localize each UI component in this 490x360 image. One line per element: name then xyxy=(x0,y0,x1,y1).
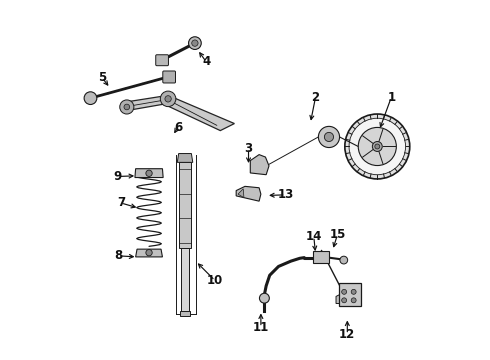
Polygon shape xyxy=(238,189,244,198)
Circle shape xyxy=(342,298,346,303)
Text: 6: 6 xyxy=(174,121,182,134)
Text: 15: 15 xyxy=(329,228,345,241)
Circle shape xyxy=(358,127,396,166)
Circle shape xyxy=(146,249,152,256)
Circle shape xyxy=(345,114,410,179)
Circle shape xyxy=(342,289,346,294)
Polygon shape xyxy=(180,311,190,316)
Circle shape xyxy=(340,256,348,264)
Polygon shape xyxy=(123,95,234,131)
FancyBboxPatch shape xyxy=(156,55,169,66)
Text: 8: 8 xyxy=(114,249,122,262)
Circle shape xyxy=(318,126,340,148)
Circle shape xyxy=(146,170,152,176)
FancyBboxPatch shape xyxy=(339,283,361,306)
Circle shape xyxy=(192,40,198,46)
Circle shape xyxy=(124,104,130,110)
Text: 11: 11 xyxy=(253,321,269,334)
Text: 2: 2 xyxy=(312,91,319,104)
Text: 14: 14 xyxy=(306,230,322,243)
Polygon shape xyxy=(177,153,193,162)
Circle shape xyxy=(160,91,176,107)
Text: 13: 13 xyxy=(277,188,294,201)
FancyBboxPatch shape xyxy=(163,71,175,83)
Circle shape xyxy=(351,289,356,294)
Text: 9: 9 xyxy=(114,170,122,183)
Text: 1: 1 xyxy=(388,91,395,104)
Text: 4: 4 xyxy=(202,55,210,68)
Polygon shape xyxy=(135,169,163,177)
Text: 7: 7 xyxy=(117,197,125,210)
Text: 3: 3 xyxy=(245,142,252,155)
Text: 10: 10 xyxy=(207,274,223,287)
Circle shape xyxy=(324,132,334,141)
Circle shape xyxy=(120,100,134,114)
Circle shape xyxy=(189,37,201,49)
Polygon shape xyxy=(181,248,189,311)
Circle shape xyxy=(165,96,172,102)
Polygon shape xyxy=(236,186,261,201)
Polygon shape xyxy=(314,251,329,263)
Circle shape xyxy=(351,298,356,303)
Polygon shape xyxy=(136,249,163,257)
Circle shape xyxy=(260,293,270,303)
Polygon shape xyxy=(250,154,269,175)
Polygon shape xyxy=(179,162,192,248)
Circle shape xyxy=(349,118,406,175)
Circle shape xyxy=(375,144,380,149)
Circle shape xyxy=(372,141,382,152)
Polygon shape xyxy=(336,294,340,303)
Text: 12: 12 xyxy=(339,328,355,341)
Text: 5: 5 xyxy=(98,71,106,84)
Circle shape xyxy=(84,92,97,104)
